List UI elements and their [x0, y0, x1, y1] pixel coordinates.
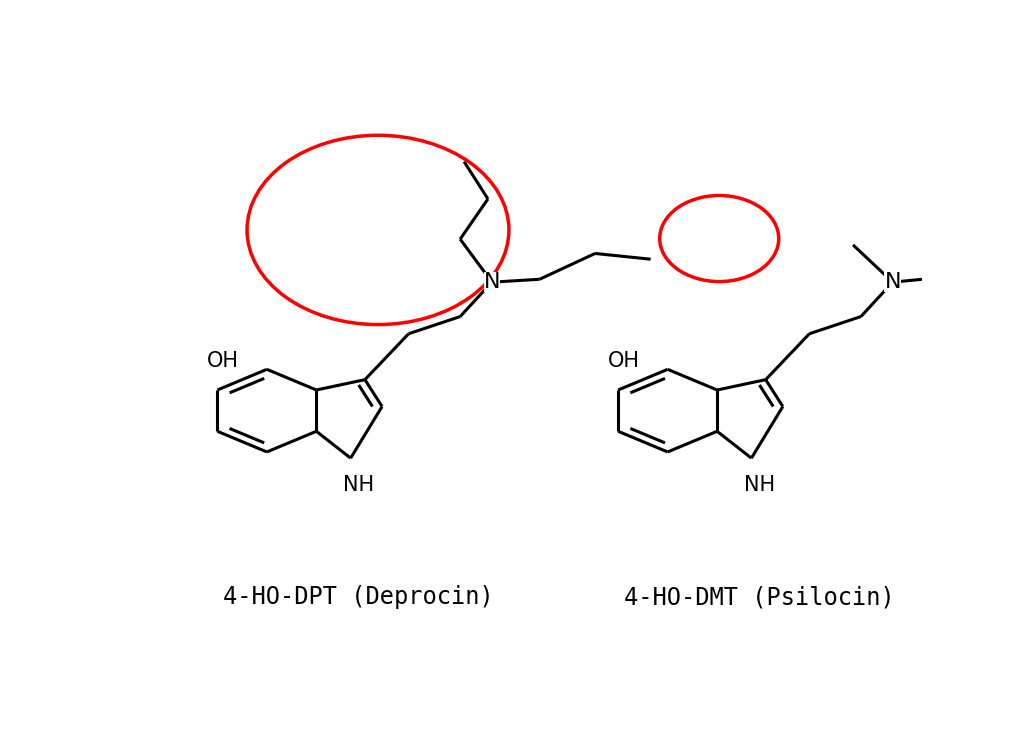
Text: OH: OH — [608, 351, 640, 371]
Text: OH: OH — [207, 351, 240, 371]
Text: NH: NH — [743, 475, 775, 495]
Text: 4-HO-DMT (Psilocin): 4-HO-DMT (Psilocin) — [624, 585, 895, 609]
Text: N: N — [483, 272, 500, 292]
Text: N: N — [885, 272, 901, 292]
Text: 4-HO-DPT (Deprocin): 4-HO-DPT (Deprocin) — [223, 585, 494, 609]
Text: NH: NH — [343, 475, 374, 495]
